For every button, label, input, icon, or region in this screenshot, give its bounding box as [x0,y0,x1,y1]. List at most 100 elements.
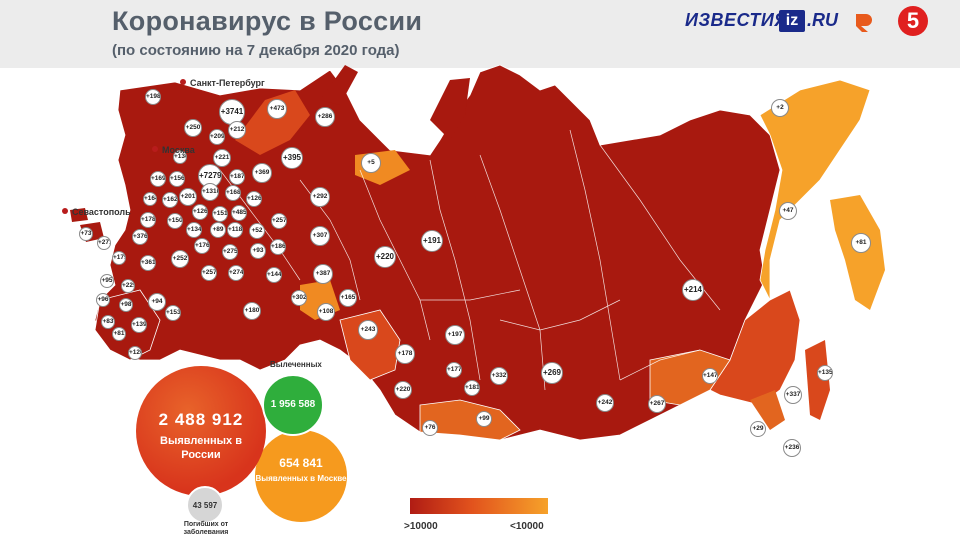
cured-bubble: 1 956 588 [262,374,324,436]
region-count-bubble: +292 [310,187,330,207]
region-count-bubble: +212 [228,121,246,139]
region-count-bubble: +178 [140,212,156,228]
region-count-bubble: +201 [179,188,197,206]
region-count-bubble: +257 [201,265,217,281]
region-count-bubble: +176 [194,238,210,254]
total-cases-label: Выявленных в России [160,435,242,461]
region-count-bubble: +95 [100,274,114,288]
region-count-bubble: +302 [291,290,307,306]
region-count-bubble: +165 [339,289,357,307]
region-count-bubble: +98 [119,298,133,312]
legend-high-label: <10000 [510,521,544,532]
region-count-bubble: +5 [361,153,381,173]
page-subtitle: (по состоянию на 7 декабря 2020 года) [112,42,400,59]
legend-gradient-bar [410,498,548,514]
region-count-bubble: +126 [246,191,262,207]
region-count-bubble: +2 [771,99,789,117]
moscow-cases-bubble: 654 841 Выявленных в Москве [255,430,347,522]
region-count-bubble: +73 [79,227,93,241]
moscow-cases-value: 654 841 [279,456,323,470]
region-count-bubble: +369 [252,163,272,183]
region-count-bubble: +337 [784,386,802,404]
region-count-bubble: +150 [167,213,183,229]
total-cases-bubble: 2 488 912 Выявленных в России [136,366,266,496]
region-count-bubble: +93 [250,243,266,259]
region-count-bubble: +177 [446,362,462,378]
region-count-bubble: +271 [97,236,111,250]
russia-map [70,64,885,441]
cured-label: Вылеченных [270,360,322,369]
region-count-bubble: +99 [476,411,492,427]
region-count-bubble: +181 [464,380,480,396]
region-count-bubble: +214 [682,279,704,301]
region-count-bubble: +252 [171,250,189,268]
map-region-far-east-north [759,79,871,301]
region-count-bubble: +307 [310,226,330,246]
iz-logo: iz [779,10,805,32]
map-region-karelia [235,90,310,155]
region-count-bubble: +130 [173,150,187,164]
region-count-bubble: +151 [212,206,228,222]
city-label-spb: Санкт-Петербург [180,78,265,88]
region-count-bubble: +376 [132,229,148,245]
ru-logo: .RU [807,10,838,30]
region-count-bubble: +94 [148,293,166,311]
city-label-moscow: Москва [152,145,195,155]
map-region-novaya-zemlya [320,65,358,105]
region-count-bubble: +47 [779,202,797,220]
region-count-bubble: +236 [783,439,801,457]
page-title: Коронавирус в России [112,6,423,36]
city-dot-icon [152,146,158,152]
deaths-label: Погибших от заболевания [183,521,229,536]
region-count-bubble: +153 [165,305,181,321]
region-count-bubble: +29 [750,421,766,437]
region-count-bubble: +257 [271,213,287,229]
region-count-bubble: +395 [281,147,303,169]
region-count-bubble: +242 [596,394,614,412]
region-count-bubble: +209 [209,129,225,145]
cured-value: 1 956 588 [270,399,316,410]
region-count-bubble: +1310 [201,183,219,201]
region-count-bubble: +485 [231,205,247,221]
region-count-bubble: +81 [112,327,126,341]
region-count-bubble: +332 [490,367,508,385]
region-count-bubble: +108 [317,303,335,321]
region-count-bubble: +118 [227,222,243,238]
region-count-bubble: +229 [121,279,135,293]
ren-tv-logo-icon [856,14,872,32]
map-region-volga [339,309,401,381]
region-count-bubble: +76 [422,420,438,436]
region-count-bubble: +267 [648,395,666,413]
city-dot-icon [62,208,68,214]
deaths-bubble: 43 597 [186,486,224,524]
region-count-bubble: +220 [374,246,396,268]
region-count-bubble: +243 [358,320,378,340]
region-count-bubble: +52 [249,223,265,239]
region-count-bubble: +250 [184,119,202,137]
region-count-bubble: +274 [228,265,244,281]
region-count-bubble: +147 [702,368,718,384]
region-count-bubble: +269 [541,362,563,384]
region-count-bubble: +361 [140,255,156,271]
region-count-bubble: +134 [186,222,202,238]
map-region-kaliningrad [70,208,88,222]
region-count-bubble: +120 [128,346,142,360]
region-count-bubble: +126 [192,204,208,220]
region-count-bubble: +96 [96,293,110,307]
region-count-bubble: +83 [101,315,115,329]
region-count-bubble: +3741 [219,99,245,125]
region-count-bubble: +180 [243,302,261,320]
region-count-bubble: +169 [150,171,166,187]
region-count-bubble: +221 [213,149,231,167]
region-count-bubble: +286 [315,107,335,127]
legend-low-label: >10000 [404,521,438,532]
region-count-bubble: +164 [143,192,157,206]
region-count-bubble: +186 [270,239,286,255]
region-count-bubble: +178 [395,344,415,364]
region-count-bubble: +179 [112,251,126,265]
region-count-bubble: +220 [394,381,412,399]
region-count-bubble: +156 [169,171,185,187]
region-count-bubble: +191 [421,230,443,252]
region-count-bubble: +473 [267,99,287,119]
region-count-bubble: +139 [131,317,147,333]
